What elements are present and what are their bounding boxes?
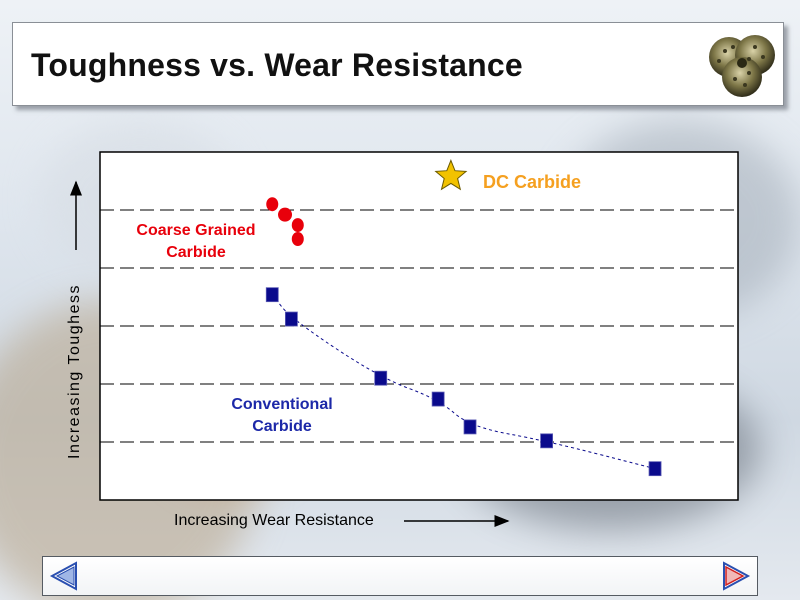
navigation-bar xyxy=(42,556,758,596)
legend-label-dc-carbide: DC Carbide xyxy=(483,172,581,192)
legend-label-coarse-line2: Carbide xyxy=(166,244,226,261)
grid-lines xyxy=(100,209,738,443)
conventional-carbide-point xyxy=(463,419,477,435)
conventional-carbide-point xyxy=(648,461,662,477)
data-marks xyxy=(265,159,662,477)
next-arrow-icon[interactable] xyxy=(718,560,752,592)
back-arrow-icon[interactable] xyxy=(48,560,82,592)
conventional-carbide-point xyxy=(284,311,298,327)
drill-bit-icon xyxy=(709,35,775,97)
coarse-carbide-point xyxy=(291,232,304,246)
title-box: Toughness vs. Wear Resistance xyxy=(12,22,784,106)
coarse-carbide-point xyxy=(291,218,304,233)
legend-label-coarse-line1: Coarse Grained xyxy=(136,222,255,239)
conventional-carbide-point xyxy=(374,370,388,386)
dc-carbide-star xyxy=(434,159,468,191)
conventional-carbide-point xyxy=(431,391,445,407)
conventional-carbide-point xyxy=(265,287,279,303)
legend-label-conventional-line1: Conventional xyxy=(231,396,332,413)
y-axis-label: Increasing Toughess xyxy=(66,284,83,459)
coarse-carbide-point xyxy=(278,207,293,222)
x-axis-label: Increasing Wear Resistance xyxy=(174,512,374,529)
legend-label-conventional-line2: Carbide xyxy=(252,418,312,435)
coarse-carbide-point xyxy=(266,197,279,212)
conventional-carbide-point xyxy=(540,433,553,449)
slide-title: Toughness vs. Wear Resistance xyxy=(31,47,523,83)
